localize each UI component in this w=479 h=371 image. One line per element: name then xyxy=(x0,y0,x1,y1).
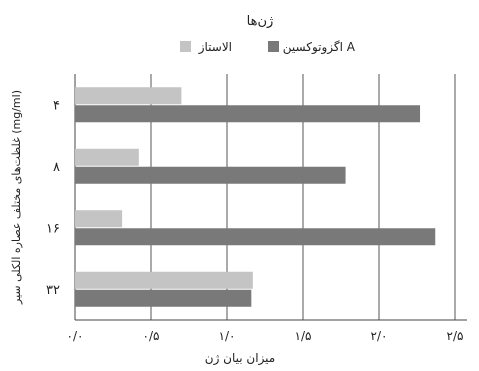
y-axis-title: غلظت‌های مختلف عصاره الکلی سیر (mg/ml) xyxy=(10,90,23,305)
y-tick-label: ۸ xyxy=(53,160,60,175)
bar xyxy=(75,105,421,123)
bar xyxy=(75,166,346,184)
bar xyxy=(75,210,123,228)
bar xyxy=(75,289,252,307)
bar xyxy=(75,87,182,105)
x-tick-labels: ۰/۰ ۰/۵ ۱/۰ ۱/۵ ۲/۰ ۲/۵ xyxy=(67,329,464,343)
legend-swatch xyxy=(180,41,191,52)
legend-swatch xyxy=(268,41,279,52)
x-tick-label: ۰/۵ xyxy=(143,329,160,343)
bar xyxy=(75,271,253,289)
x-axis-title: میزان بیان ژن xyxy=(205,351,275,366)
bar xyxy=(75,148,139,166)
bars xyxy=(75,87,436,307)
legend-title: ژن‌ها xyxy=(247,14,274,29)
y-tick-labels: ۴ ۸ ۱۶ ۳۲ xyxy=(46,98,60,298)
legend-label: اگزوتوکسین A xyxy=(283,40,356,55)
x-tick-label: ۱/۵ xyxy=(295,329,312,343)
y-tick-label: ۱۶ xyxy=(46,221,60,236)
x-tick-label: ۱/۰ xyxy=(219,329,236,343)
bar xyxy=(75,228,436,246)
x-tick-label: ۰/۰ xyxy=(67,329,84,343)
legend-label: الاستاز xyxy=(198,40,232,55)
y-tick-label: ۴ xyxy=(53,98,60,113)
x-tick-label: ۲/۵ xyxy=(447,329,464,343)
x-tick-label: ۲/۰ xyxy=(371,329,388,343)
y-tick-label: ۳۲ xyxy=(46,283,60,298)
legend: الاستاز اگزوتوکسین A xyxy=(180,40,356,55)
